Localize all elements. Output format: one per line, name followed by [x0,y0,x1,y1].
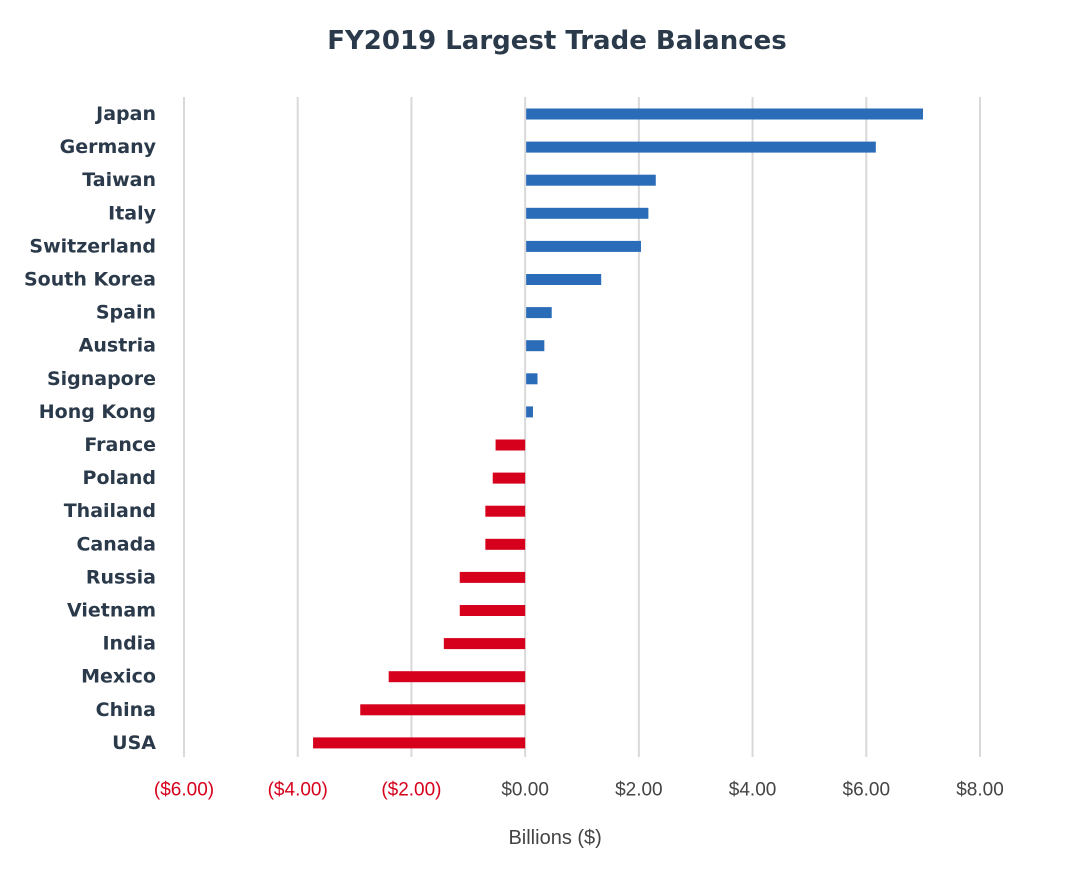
category-label-thailand: Thailand [64,500,156,522]
category-label-poland: Poland [83,467,156,489]
category-label-switzerland: Switzerland [29,235,156,257]
category-label-usa: USA [112,732,156,754]
category-labels: Japan Germany Taiwan Italy Switzerland South … [24,103,157,754]
bar-mexico [388,671,526,683]
x-tick-label-4: $2.00 [615,780,663,801]
category-label-france: France [84,434,156,456]
bar-taiwan [526,174,656,186]
category-label-vietnam: Vietnam [67,600,156,622]
x-tick-label-1: ($4.00) [268,780,328,801]
bar-india [443,638,526,650]
bar-russia [459,571,526,583]
bar-usa [313,737,526,749]
category-label-china: China [96,699,156,721]
x-tick-label-6: $6.00 [843,780,891,801]
bar-china [360,704,526,716]
category-label-spain: Spain [96,302,156,324]
chart-title: FY2019 Largest Trade Balances [327,26,787,56]
bar-switzerland [526,240,641,252]
bar-hong-kong [526,406,533,418]
x-tick-label-0: ($6.00) [154,780,214,801]
category-label-russia: Russia [86,566,156,588]
x-tick-label-3: $0.00 [501,780,549,801]
bar-thailand [485,505,526,517]
bar-japan [526,108,924,120]
x-tick-label-5: $4.00 [729,780,777,801]
x-axis-title: Billions ($) [508,827,601,849]
bar-signapore [526,373,538,385]
x-tick-label-7: $8.00 [956,780,1004,801]
category-label-canada: Canada [76,533,156,555]
category-label-italy: Italy [108,202,156,224]
category-label-mexico: Mexico [81,666,156,688]
bar-france [495,439,526,451]
x-tick-label-2: ($2.00) [381,780,441,801]
bar-south-korea [526,274,602,285]
bar-poland [492,472,526,484]
category-label-japan: Japan [94,103,156,125]
bar-austria [526,340,545,352]
bar-canada [485,538,526,550]
bar-spain [526,307,552,319]
bar-germany [526,141,876,153]
category-label-south-korea: South Korea [24,269,156,291]
category-label-austria: Austria [79,335,156,357]
category-label-signapore: Signapore [47,368,156,390]
gridlines [183,97,981,757]
category-label-taiwan: Taiwan [82,169,156,191]
bars [313,108,924,749]
x-tick-labels: ($6.00) ($4.00) ($2.00) $0.00 $2.00 $4.00 $6.0… [154,780,1004,801]
category-label-hong-kong: Hong Kong [39,401,156,423]
category-label-india: India [102,633,156,655]
category-label-germany: Germany [60,136,157,158]
bar-vietnam [459,605,526,616]
bar-italy [526,207,649,219]
